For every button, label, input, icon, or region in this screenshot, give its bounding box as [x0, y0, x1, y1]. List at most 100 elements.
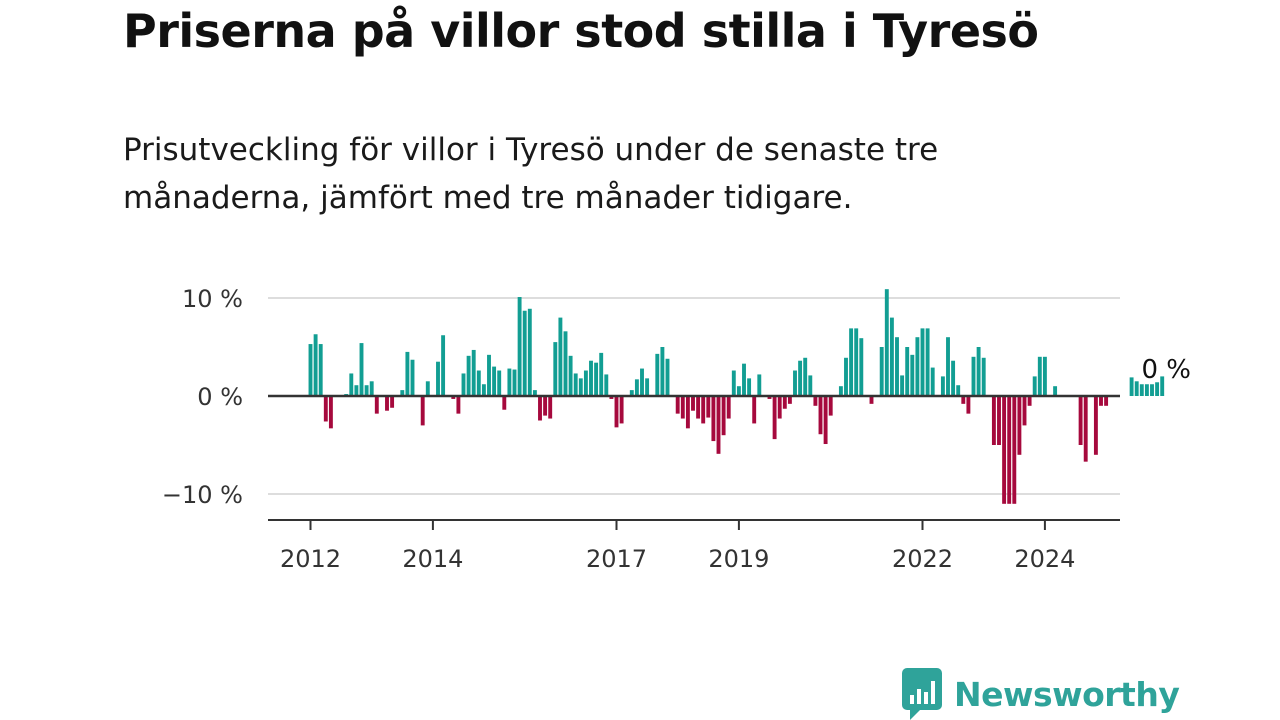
y-axis-labels: 10 % 0 % −10 %: [162, 285, 243, 509]
bar-positive: [405, 351, 410, 396]
bar-negative: [1083, 396, 1088, 462]
bar-positive: [793, 370, 797, 396]
bar-positive: [532, 390, 537, 396]
bar-negative: [691, 396, 695, 411]
bar-positive: [665, 358, 670, 396]
x-tick-label: 2017: [586, 545, 647, 573]
bar-positive: [527, 308, 532, 396]
bar-positive: [318, 344, 323, 396]
bar-negative: [782, 396, 787, 409]
x-tick-label: 2019: [708, 545, 769, 573]
bar-negative: [609, 396, 614, 399]
bar-positive: [747, 378, 752, 396]
bar-positive: [364, 385, 369, 396]
bar-positive: [634, 379, 639, 396]
bar-positive: [369, 381, 374, 396]
bars: [308, 289, 1165, 504]
bar-positive: [441, 335, 446, 396]
bar-positive: [599, 352, 604, 396]
bar-positive: [731, 370, 736, 396]
newsworthy-logo-icon: [902, 668, 942, 720]
bar-negative: [685, 396, 690, 429]
bar-negative: [328, 396, 333, 429]
bar-positive: [349, 373, 354, 396]
bar-positive: [971, 356, 976, 396]
bar-negative: [1017, 396, 1022, 455]
bar-positive: [742, 363, 746, 396]
bar-positive: [920, 328, 925, 396]
bar-positive: [481, 384, 486, 396]
bar-positive: [400, 390, 405, 396]
bar-positive: [1134, 381, 1139, 396]
bar-positive: [946, 337, 950, 396]
bar-positive: [859, 338, 864, 396]
bar-positive: [553, 342, 558, 396]
bar-positive: [838, 386, 843, 396]
bar-negative: [1093, 396, 1098, 455]
bar-negative: [1002, 396, 1007, 504]
bar-negative: [1099, 396, 1103, 406]
bar-positive: [900, 375, 905, 396]
bar-negative: [961, 396, 966, 404]
bar-negative: [823, 396, 828, 445]
bar-negative: [721, 396, 726, 436]
bar-negative: [1007, 396, 1012, 504]
bar-negative: [818, 396, 823, 435]
bar-negative: [538, 396, 542, 421]
bar-positive: [573, 373, 578, 396]
bar-positive: [507, 368, 512, 396]
bar-negative: [696, 396, 701, 419]
bar-positive: [736, 386, 741, 396]
newsworthy-logo: Newsworthy: [902, 668, 1180, 720]
bar-positive: [558, 317, 563, 396]
bar-positive: [808, 375, 813, 396]
bar-negative: [502, 396, 507, 410]
bar-positive: [517, 297, 522, 396]
bar-negative: [456, 396, 461, 414]
bar-positive: [1032, 376, 1037, 396]
bar-negative: [548, 396, 553, 419]
bar-negative: [966, 396, 971, 414]
bar-positive: [1139, 384, 1144, 396]
bar-positive: [461, 373, 466, 396]
bar-negative: [1027, 396, 1032, 406]
bar-positive: [359, 343, 364, 396]
bar-positive: [1155, 382, 1160, 396]
bar-positive: [854, 328, 859, 396]
bar-positive: [487, 354, 491, 396]
y-tick-label: −10 %: [162, 481, 243, 509]
bar-positive: [568, 355, 573, 396]
bar-positive: [884, 289, 889, 396]
x-tick-label: 2014: [402, 545, 463, 573]
bar-positive: [354, 385, 359, 396]
bar-negative: [1022, 396, 1027, 426]
x-tick-label: 2012: [280, 545, 341, 573]
gridlines: [268, 297, 1120, 495]
bar-positive: [578, 378, 583, 396]
bar-positive: [895, 337, 899, 396]
chart-subtitle: Prisutveckling för villor i Tyresö under…: [123, 132, 939, 216]
bar-positive: [425, 381, 430, 396]
bar-negative: [619, 396, 624, 424]
bar-positive: [512, 369, 517, 396]
bar-negative: [787, 396, 792, 404]
bar-positive: [1053, 386, 1058, 396]
bar-positive: [956, 385, 961, 396]
bar-positive: [640, 368, 644, 396]
bar-negative: [813, 396, 818, 406]
bar-negative: [767, 396, 772, 399]
bar-negative: [1012, 396, 1017, 504]
bar-positive: [522, 310, 527, 396]
bar-positive: [629, 390, 634, 396]
bar-positive: [798, 360, 803, 396]
last-value-label: 0 %: [1141, 355, 1191, 385]
bar-positive: [803, 357, 808, 396]
bar-negative: [323, 396, 328, 422]
bar-positive: [930, 367, 935, 396]
bar-negative: [706, 396, 711, 418]
bar-positive: [655, 353, 660, 396]
bar-positive: [757, 374, 762, 396]
bar-negative: [1104, 396, 1109, 406]
bar-negative: [614, 396, 619, 428]
bar-negative: [675, 396, 680, 414]
